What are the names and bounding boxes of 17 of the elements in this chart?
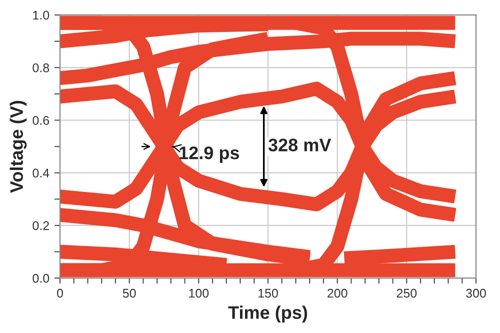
annotation: 12.9 ps (180, 146, 240, 163)
y-tick-label: 0.6 (32, 116, 50, 125)
x-axis-title: Time (ps) (228, 306, 308, 323)
annotation: 328 mV (268, 138, 332, 152)
x-tick-label: 300 (466, 288, 486, 298)
y-axis-title: Voltage (V) (10, 100, 27, 193)
x-tick-label: 0 (57, 288, 63, 298)
x-tick-label: 100 (189, 288, 209, 298)
x-tick-label: 50 (122, 288, 136, 298)
x-tick-label: 150 (258, 288, 278, 298)
y-tick-label: 0.0 (32, 274, 50, 283)
y-tick-label: 0.4 (32, 168, 50, 178)
y-tick-label: 1.0 (33, 10, 50, 20)
y-tick-label: 0.8 (32, 63, 50, 72)
x-tick-label: 200 (328, 288, 348, 298)
x-tick-label: 250 (396, 288, 417, 298)
y-tick-label: 0.2 (32, 221, 49, 230)
